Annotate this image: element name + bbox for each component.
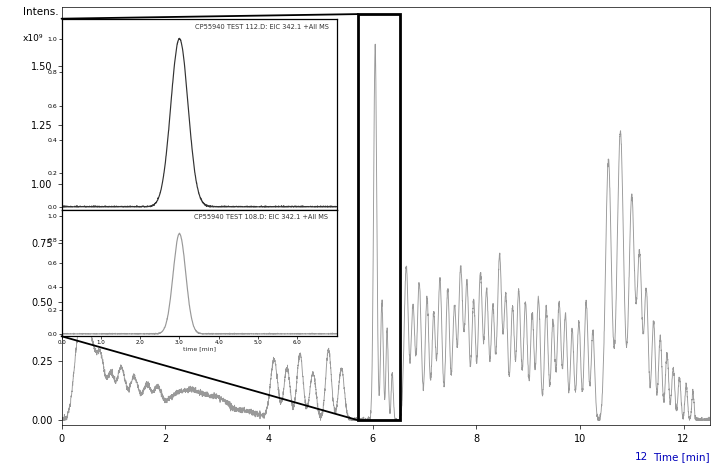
Bar bbox=[358, 14, 400, 420]
Text: Intens.: Intens. bbox=[22, 7, 59, 17]
Text: CP55940 TEST 112.D: EIC 342.1 +All MS: CP55940 TEST 112.D: EIC 342.1 +All MS bbox=[195, 24, 329, 30]
Text: 12: 12 bbox=[635, 452, 648, 462]
Text: x10⁹: x10⁹ bbox=[22, 34, 43, 43]
Text: CP55940 TEST 108.D: EIC 342.1 +All MS: CP55940 TEST 108.D: EIC 342.1 +All MS bbox=[195, 214, 329, 220]
X-axis label: time [min]: time [min] bbox=[182, 347, 216, 352]
Text: Time [min]: Time [min] bbox=[653, 452, 710, 462]
